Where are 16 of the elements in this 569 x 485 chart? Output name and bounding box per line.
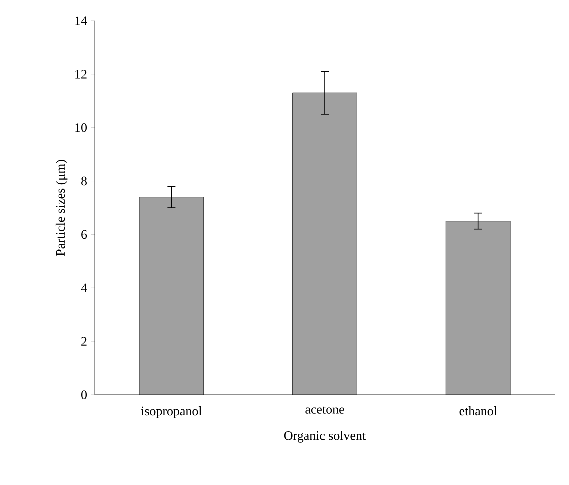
x-tick-label: ethanol [460,406,498,416]
bar [446,221,511,395]
y-tick-label: 14 [76,16,88,26]
y-tick-label: 4 [81,284,88,292]
y-tick-label: 6 [82,230,88,240]
bar [139,197,204,395]
x-tick-label: acetone [306,406,344,414]
y-tick-label: 2 [82,337,87,346]
x-axis-title: Organic solvent [284,431,366,443]
y-tick-label: 0 [82,390,87,400]
bar [292,93,358,395]
y-tick-label: 12 [76,70,87,79]
y-axis-title: Particle sizes (μm) [56,160,68,256]
x-tick-label: isopropanol [141,406,202,418]
y-tick-label: 8 [82,176,87,186]
y-tick-label: 10 [76,123,87,132]
